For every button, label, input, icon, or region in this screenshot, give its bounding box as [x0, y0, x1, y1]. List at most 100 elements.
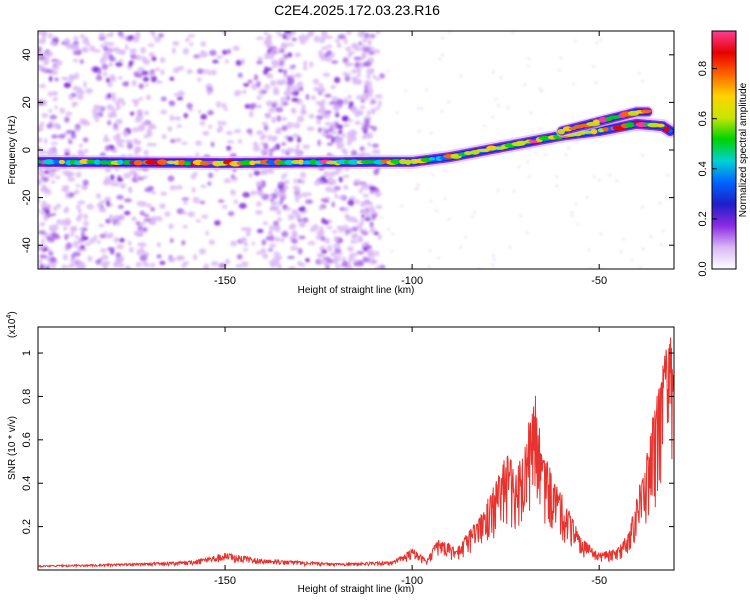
noise-speckle	[282, 57, 287, 62]
noise-speckle	[68, 139, 73, 145]
noise-speckle	[301, 179, 306, 185]
noise-speckle	[417, 130, 421, 133]
noise-speckle	[110, 174, 115, 181]
noise-speckle	[46, 203, 52, 210]
noise-speckle	[437, 256, 441, 260]
noise-speckle	[362, 256, 367, 262]
noise-speckle	[232, 45, 240, 52]
noise-speckle	[336, 100, 344, 105]
noise-speckle	[290, 64, 297, 69]
noise-speckle	[256, 228, 264, 234]
noise-speckle	[103, 231, 108, 236]
noise-speckle	[281, 79, 287, 85]
noise-speckle	[40, 186, 48, 193]
track-main-blob	[347, 159, 360, 165]
noise-speckle	[52, 206, 58, 212]
track-main-blob	[647, 122, 661, 128]
noise-speckle	[115, 61, 123, 67]
noise-speckle	[277, 181, 286, 186]
noise-speckle	[447, 31, 451, 34]
noise-speckle	[214, 220, 221, 226]
noise-speckle	[200, 40, 206, 47]
noise-speckle	[181, 141, 188, 145]
noise-speckle	[151, 215, 156, 222]
noise-speckle	[368, 50, 375, 56]
noise-speckle	[360, 184, 369, 191]
noise-speckle	[262, 221, 268, 226]
noise-speckle	[273, 188, 279, 194]
noise-speckle	[443, 169, 447, 172]
noise-speckle	[64, 116, 70, 123]
noise-speckle	[285, 122, 294, 129]
noise-speckle	[143, 149, 149, 156]
snr-series-line	[38, 337, 674, 569]
noise-speckle	[348, 227, 355, 232]
noise-speckle	[576, 222, 580, 226]
noise-speckle	[329, 126, 334, 133]
noise-speckle	[364, 118, 370, 125]
noise-speckle	[297, 260, 303, 266]
noise-speckle	[215, 101, 222, 108]
noise-speckle	[112, 219, 117, 226]
noise-speckle	[81, 227, 89, 232]
noise-speckle	[264, 83, 271, 91]
noise-speckle	[333, 123, 338, 130]
noise-speckle	[70, 133, 77, 139]
noise-speckle	[281, 173, 285, 181]
noise-speckle	[308, 113, 315, 119]
noise-speckle	[284, 31, 292, 34]
noise-speckle	[44, 266, 51, 269]
noise-speckle	[287, 86, 294, 91]
noise-speckle	[175, 184, 183, 190]
noise-speckle	[292, 85, 299, 92]
noise-speckle	[324, 121, 331, 126]
noise-speckle	[294, 52, 302, 58]
noise-speckle	[372, 149, 378, 155]
noise-speckle	[281, 230, 289, 238]
noise-speckle	[559, 56, 563, 60]
noise-speckle	[68, 78, 73, 84]
noise-speckle	[182, 47, 189, 55]
noise-speckle	[262, 253, 269, 260]
noise-speckle	[95, 74, 103, 81]
noise-speckle	[306, 126, 315, 132]
colorbar-tick-label: 0.0	[697, 261, 709, 276]
noise-speckle	[101, 254, 109, 261]
noise-speckle	[523, 83, 527, 86]
noise-speckle	[286, 43, 295, 47]
noise-speckle	[124, 44, 129, 51]
noise-speckle	[160, 96, 167, 102]
noise-speckle	[122, 131, 129, 135]
noise-speckle	[234, 90, 242, 95]
noise-speckle	[137, 67, 145, 72]
colorbar-gradient	[711, 30, 737, 270]
noise-speckle	[202, 130, 210, 136]
noise-speckle	[296, 81, 304, 88]
noise-speckle	[87, 255, 93, 262]
noise-speckle	[247, 79, 253, 84]
noise-speckle	[138, 83, 144, 90]
noise-speckle	[353, 56, 362, 61]
noise-speckle	[316, 119, 321, 125]
noise-speckle	[78, 149, 85, 155]
noise-speckle	[376, 149, 381, 155]
noise-speckle	[430, 131, 434, 135]
noise-speckle	[244, 103, 251, 109]
noise-speckle	[169, 185, 177, 191]
noise-speckle	[257, 56, 263, 61]
noise-speckle	[192, 196, 200, 204]
noise-speckle	[364, 211, 370, 217]
noise-speckle	[379, 216, 383, 219]
noise-speckle	[273, 220, 279, 226]
noise-speckle	[587, 248, 591, 251]
noise-speckle	[263, 125, 269, 131]
noise-speckle	[330, 100, 338, 105]
noise-speckle	[369, 221, 374, 228]
noise-speckle	[73, 40, 80, 45]
noise-speckle	[74, 128, 80, 133]
noise-speckle	[115, 118, 123, 125]
noise-speckle	[150, 142, 157, 147]
noise-speckle	[660, 243, 664, 246]
track-upper-blob	[598, 117, 608, 123]
noise-speckle	[272, 146, 278, 151]
